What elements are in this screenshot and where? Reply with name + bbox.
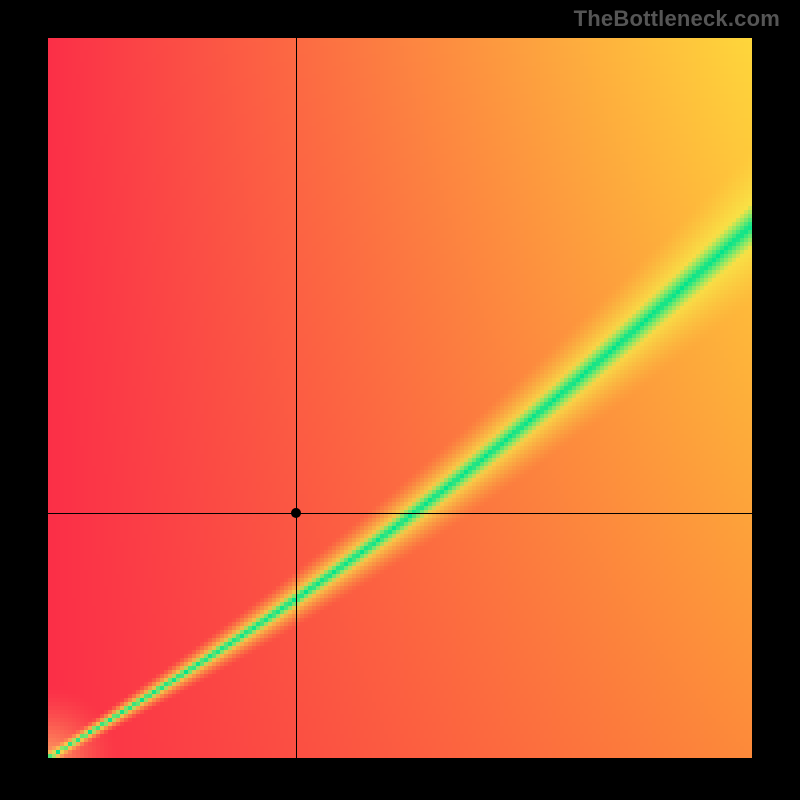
chart-container: TheBottleneck.com — [0, 0, 800, 800]
plot-frame — [48, 38, 752, 758]
heatmap-canvas — [48, 38, 752, 758]
watermark-text: TheBottleneck.com — [574, 6, 780, 32]
